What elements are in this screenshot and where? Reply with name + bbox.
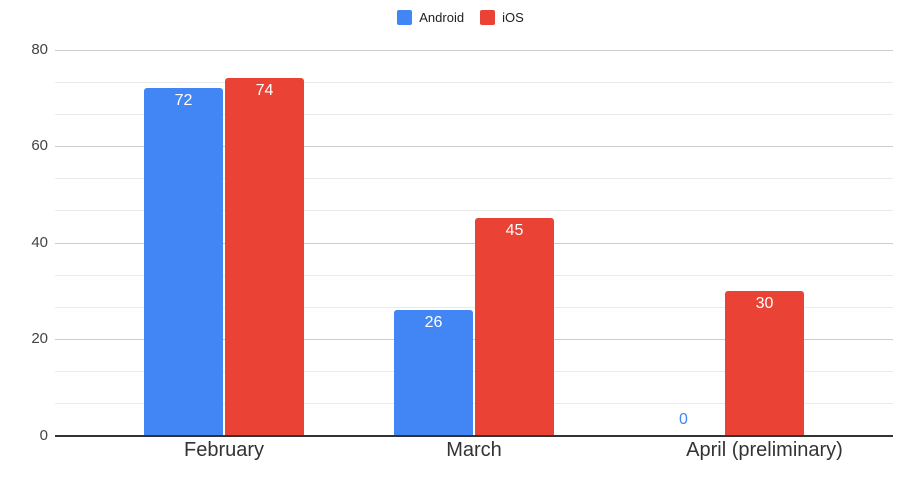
minor-gridline: [55, 210, 893, 212]
minor-gridline: [55, 113, 893, 115]
minor-gridline: [55, 403, 893, 405]
legend-item-android[interactable]: Android: [397, 9, 465, 25]
minor-gridline: [55, 371, 893, 373]
bar-android-0[interactable]: 72: [144, 88, 223, 436]
android-series-swatch: [397, 9, 413, 25]
minor-gridline: [55, 178, 893, 180]
minor-gridline: [55, 81, 893, 83]
x-axis-line: [55, 434, 893, 437]
legend-item-ios[interactable]: iOS: [480, 9, 524, 25]
legend-label-ios: iOS: [502, 9, 524, 25]
minor-gridline: [55, 274, 893, 276]
x-axis-category-label: February: [183, 439, 265, 461]
minor-gridline: [55, 306, 893, 308]
chart-legend: Android iOS: [0, 6, 921, 28]
bar-value-label: 30: [755, 294, 774, 312]
y-axis-tick-label: 0: [39, 426, 48, 444]
legend-label-android: Android: [419, 9, 465, 25]
major-gridline: [55, 146, 893, 147]
bar-ios-0[interactable]: 74: [225, 78, 304, 436]
bar-value-label: 45: [505, 222, 524, 240]
bar-ios-2[interactable]: 30: [725, 290, 804, 436]
bar-value-label: 74: [255, 82, 274, 100]
y-axis-tick-label: 40: [31, 233, 48, 251]
y-axis-tick-label: 80: [31, 40, 48, 58]
bar-value-label: 26: [424, 314, 443, 332]
major-gridline: [55, 339, 893, 340]
bar-value-label-zero: 0: [679, 410, 688, 428]
x-axis-category-label: March: [446, 439, 502, 461]
bar-value-label: 72: [174, 92, 193, 110]
ios-series-swatch: [480, 9, 496, 25]
major-gridline: [55, 242, 893, 244]
x-axis-category-label: April (preliminary): [686, 439, 843, 461]
bar-android-1[interactable]: 26: [394, 310, 473, 436]
y-axis-tick-label: 60: [31, 137, 48, 154]
bar-ios-1[interactable]: 45: [475, 218, 554, 436]
y-axis-tick-label: 20: [31, 330, 48, 347]
major-gridline: [55, 49, 893, 51]
